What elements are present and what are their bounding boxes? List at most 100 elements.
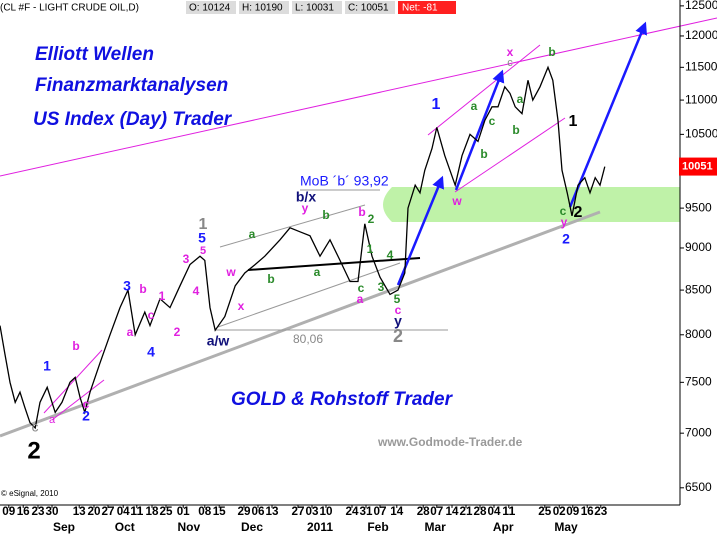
header-box xyxy=(292,1,342,14)
plot-area xyxy=(0,65,606,430)
wave-label: c xyxy=(560,204,567,218)
wave-label: a/w xyxy=(207,333,230,349)
wave-label: 80,06 xyxy=(293,332,323,346)
wave-label: 5 xyxy=(200,245,206,257)
month-label: Nov xyxy=(177,520,200,534)
x-tick-label: 06 xyxy=(252,504,265,518)
y-tick-label: 10500 xyxy=(685,127,717,141)
wave-label: 2 xyxy=(368,212,375,226)
wave-label: c xyxy=(32,419,39,435)
channel-line xyxy=(217,262,401,328)
month-label: Feb xyxy=(367,520,388,534)
high: H: 10190 xyxy=(242,3,283,14)
wave-label: b xyxy=(139,282,146,296)
wave-label: 1 xyxy=(43,358,51,374)
x-tick-label: 23 xyxy=(594,504,607,518)
x-tick-label: 21 xyxy=(460,504,473,518)
wave-label: b xyxy=(72,339,79,353)
x-tick-label: 10 xyxy=(320,504,333,518)
symbol: (CL #F - LIGHT CRUDE OIL,D) xyxy=(0,3,139,14)
wave-label: 2 xyxy=(393,326,403,346)
caption: US Index (Day) Trader xyxy=(33,109,233,130)
wave-label: x xyxy=(238,299,245,313)
month-label: 2011 xyxy=(307,520,333,534)
net: Net: -81 xyxy=(402,3,438,14)
x-tick-label: 14 xyxy=(446,504,459,518)
caption: Finanzmarktanalysen xyxy=(35,75,228,96)
wave-label: y xyxy=(561,215,568,229)
x-tick-label: 25 xyxy=(160,504,173,518)
wave-label: MoB ´b´ 93,92 xyxy=(300,173,389,189)
wave-label: 1 xyxy=(199,216,208,233)
wave-label: a xyxy=(249,227,256,241)
wave-label: w xyxy=(451,194,462,208)
channel-line xyxy=(43,349,103,414)
wave-label: 1 xyxy=(432,96,441,113)
y-tick-label: 9500 xyxy=(685,200,712,214)
wave-label: b xyxy=(267,272,274,286)
month-label: Apr xyxy=(493,520,514,534)
x-tick-label: 31 xyxy=(360,504,373,518)
channel-line xyxy=(51,379,105,421)
y-tick-label: 12500 xyxy=(685,0,717,12)
last-price-tag xyxy=(679,157,717,176)
wave-label: b xyxy=(512,123,519,137)
y-tick-label: 11000 xyxy=(685,92,717,106)
wave-label: 1 xyxy=(367,242,374,256)
projection-arrow xyxy=(568,21,647,208)
y-tick-label: 6500 xyxy=(685,480,712,494)
wave-label: 3 xyxy=(183,252,190,266)
month-label: Sep xyxy=(53,520,75,534)
month-label: Dec xyxy=(241,520,263,534)
last-price-label: 10051 xyxy=(682,160,713,172)
x-tick-label: 20 xyxy=(88,504,101,518)
wave-label: x xyxy=(507,45,514,59)
month-label: Oct xyxy=(115,520,135,534)
copyright: © eSignal, 2010 xyxy=(1,489,59,498)
wave-label: y xyxy=(394,313,402,329)
header-box xyxy=(186,1,236,14)
wave-label: c xyxy=(507,57,513,69)
wave-label: b xyxy=(480,147,487,161)
wave-label: a xyxy=(357,292,364,306)
wave-label: 3 xyxy=(123,278,131,294)
wave-label: 2 xyxy=(27,437,40,464)
wave-label: b xyxy=(358,205,365,219)
wave-label: a xyxy=(314,265,321,279)
channel-line xyxy=(427,44,541,136)
wave-label: 5 xyxy=(198,230,206,246)
wave-label: a xyxy=(471,99,478,113)
y-tick-label: 8500 xyxy=(685,282,712,296)
x-tick-label: 11 xyxy=(130,504,143,518)
header-box xyxy=(345,1,395,14)
channel-line xyxy=(219,204,366,248)
x-tick-label: 27 xyxy=(292,504,305,518)
y-tick-label: 9000 xyxy=(685,240,712,254)
target-zone xyxy=(383,187,680,222)
x-tick-label: 25 xyxy=(538,504,551,518)
wave-label: 4 xyxy=(387,248,394,262)
y-tick-label: 7000 xyxy=(685,425,712,439)
wave-label: 2 xyxy=(574,204,583,221)
x-tick-label: 13 xyxy=(73,504,86,518)
wave-label: a xyxy=(127,325,134,339)
wave-label: 1 xyxy=(569,113,578,130)
x-tick-label: 02 xyxy=(553,504,566,518)
x-tick-label: 23 xyxy=(32,504,45,518)
month-label: May xyxy=(554,520,578,534)
x-tick-label: 13 xyxy=(266,504,279,518)
x-tick-label: 08 xyxy=(198,504,211,518)
caption: GOLD & Rohstoff Trader xyxy=(231,389,454,410)
wave-label: b xyxy=(548,45,555,59)
wave-label: w xyxy=(225,265,236,279)
wave-label: 1 xyxy=(159,289,166,303)
x-tick-label: 16 xyxy=(581,504,594,518)
x-tick-label: 15 xyxy=(213,504,226,518)
wave-label: a xyxy=(517,92,524,106)
channel-line xyxy=(454,117,566,193)
wave-label: c xyxy=(358,281,365,295)
wave-label: b xyxy=(322,208,329,222)
y-tick-label: 7500 xyxy=(685,375,712,389)
